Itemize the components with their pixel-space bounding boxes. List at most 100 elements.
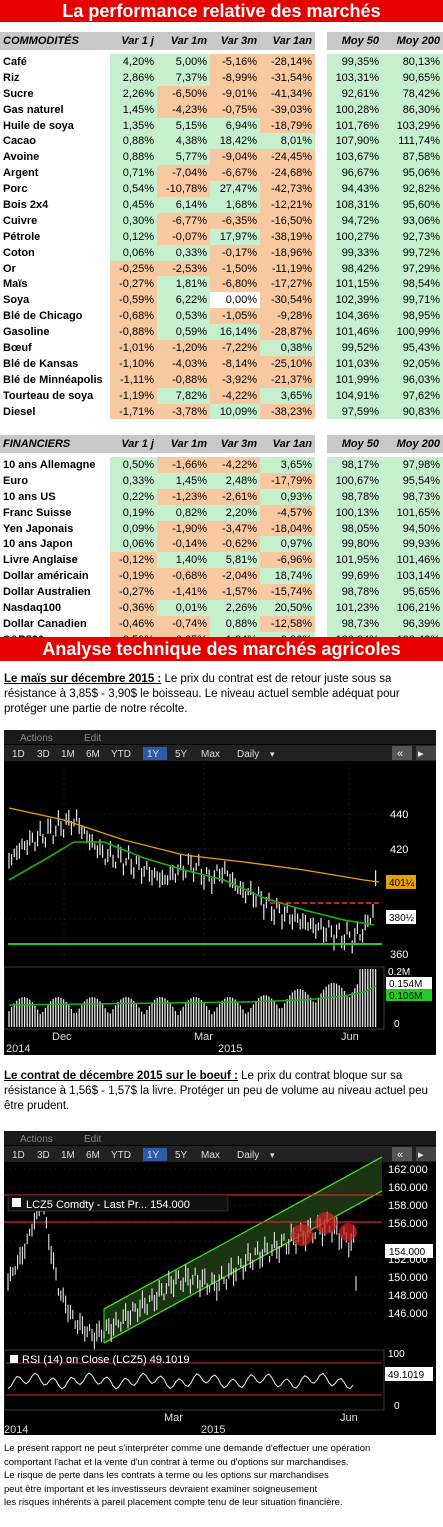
table-cell: -0,17%: [210, 244, 260, 261]
row-label: Avoine: [3, 151, 40, 164]
table-cell: -4,03%: [157, 355, 210, 372]
table-cell: -15,74%: [260, 584, 315, 601]
table-cell: 106,21%: [382, 600, 443, 616]
rsi-legend: RSI (14) on Close (LCZ5) 49.1019: [22, 1354, 190, 1366]
range-button[interactable]: Max: [201, 1150, 220, 1161]
disclaimer-line: comportant l'achat et la vente d'un cont…: [4, 1456, 349, 1468]
table-cell: -0,88%: [157, 371, 210, 388]
table-cell: -17,27%: [260, 276, 315, 293]
table-cell: 0,53%: [157, 308, 210, 325]
cattle-chart[interactable]: Actions Edit 1D 3D 1M 6M YTD 1Y 5Y Max Daily ▾ …: [4, 1131, 436, 1435]
collapse-icon[interactable]: «: [397, 1149, 403, 1161]
y-tick: 158.000: [388, 1200, 428, 1212]
table-row: Soya -0,59% 6,22% 0,00% -30,54% 102,39% 99,71%: [0, 292, 443, 309]
range-button[interactable]: YTD: [111, 1150, 131, 1161]
table-cell: -6,35%: [210, 212, 260, 229]
actions-menu[interactable]: Actions: [20, 733, 53, 744]
table-cell: 101,46%: [327, 324, 382, 341]
interval-select[interactable]: Daily: [237, 749, 259, 760]
edit-menu[interactable]: Edit: [84, 733, 101, 744]
range-button[interactable]: 5Y: [175, 749, 188, 760]
table-cell: 0,45%: [110, 197, 157, 213]
table-cell: 87,58%: [382, 149, 443, 166]
table-cell: 0,33%: [157, 244, 210, 261]
table-cell: -1,01%: [110, 340, 157, 356]
range-button[interactable]: 3D: [37, 749, 50, 760]
y-tick: 440: [390, 809, 408, 821]
chevron-down-icon[interactable]: ▾: [270, 749, 275, 759]
table-cell: 0,33%: [110, 472, 157, 489]
table-cell: -3,92%: [210, 371, 260, 388]
column-header: Var 3m: [210, 435, 260, 453]
table-cell: 4,38%: [157, 133, 210, 150]
next-icon[interactable]: ▸: [418, 748, 424, 760]
range-button[interactable]: 1M: [61, 1150, 75, 1161]
table-cell: 5,81%: [210, 552, 260, 569]
svg-text:Dec: Dec: [52, 1031, 72, 1043]
row-label: Dollar américain: [3, 570, 89, 583]
table-cell: 20,50%: [260, 600, 315, 616]
table-cell: 1,68%: [210, 197, 260, 213]
range-button[interactable]: 1M: [61, 749, 75, 760]
table-row: Argent 0,71% -7,04% -6,67% -24,68% 96,67% 95,0…: [0, 165, 443, 182]
row-label: Sucre: [3, 87, 34, 100]
interval-select[interactable]: Daily: [237, 1150, 259, 1161]
table-cell: 6,14%: [157, 197, 210, 213]
price-label-last: 380½: [386, 910, 416, 924]
table-cell: 2,26%: [210, 600, 260, 616]
table-cell: 99,80%: [327, 536, 382, 553]
table-cell: 5,15%: [157, 117, 210, 134]
table-cell: -1,71%: [110, 403, 157, 420]
table-cell: 18,74%: [260, 568, 315, 585]
row-label: Livre Anglaise: [3, 554, 78, 567]
row-label: Maïs: [3, 278, 28, 291]
next-icon[interactable]: ▸: [418, 1149, 424, 1161]
edit-menu[interactable]: Edit: [84, 1134, 101, 1145]
table-cell: -21,37%: [260, 371, 315, 388]
actions-menu[interactable]: Actions: [20, 1134, 53, 1145]
table-cell: 96,03%: [382, 371, 443, 388]
table-cell: 94,43%: [327, 181, 382, 198]
table-row: Tourteau de soya -1,19% 7,82% -4,22% 3,65% 10…: [0, 387, 443, 404]
table-cell: 5,77%: [157, 149, 210, 166]
table-cell: 1,35%: [110, 117, 157, 134]
row-label: Bœuf: [3, 341, 32, 354]
table-row: Franc Suisse 0,19% 0,82% 2,20% -4,57% 100,13%…: [0, 504, 443, 521]
column-header: COMMODITÉS: [0, 32, 110, 50]
table-row: Blé de Minnéapolis -1,11% -0,88% -3,92% -21,…: [0, 371, 443, 388]
range-button[interactable]: 1Y: [147, 749, 160, 760]
table-cell: 0,01%: [157, 600, 210, 616]
collapse-icon[interactable]: «: [397, 748, 403, 760]
corn-chart[interactable]: Actions Edit 1D 3D 1M 6M YTD 1Y 5Y Max Daily ▾ …: [4, 730, 436, 1055]
table-cell: -1,90%: [157, 520, 210, 537]
range-button[interactable]: 6M: [86, 749, 100, 760]
range-button[interactable]: 1Y: [147, 1150, 160, 1161]
range-button[interactable]: 5Y: [175, 1150, 188, 1161]
table-row: Riz 2,86% 7,37% -8,99% -31,54% 103,31% 90,65%: [0, 69, 443, 86]
range-button[interactable]: Max: [201, 749, 220, 760]
range-button[interactable]: 6M: [86, 1150, 100, 1161]
svg-text:0.106M: 0.106M: [389, 991, 422, 1002]
range-button[interactable]: 1D: [12, 1150, 25, 1161]
table-row: Yen Japonais 0,09% -1,90% -3,47% -18,04% 98,0…: [0, 520, 443, 537]
table-cell: 0,12%: [110, 228, 157, 245]
table-cell: -0,59%: [110, 292, 157, 309]
table-cell: 96,39%: [382, 615, 443, 632]
table-cell: 98,73%: [382, 488, 443, 505]
table-cell: -0,27%: [110, 276, 157, 293]
column-header: Var 1m: [157, 32, 210, 50]
table-cell: -31,54%: [260, 69, 315, 86]
y-tick: 360: [390, 949, 408, 961]
table-cell: -3,78%: [157, 403, 210, 420]
row-label: 10 ans Japon: [3, 538, 73, 551]
table-cell: -25,10%: [260, 355, 315, 372]
range-button[interactable]: 1D: [12, 749, 25, 760]
table-cell: 104,91%: [327, 387, 382, 404]
chevron-down-icon[interactable]: ▾: [270, 1150, 275, 1160]
range-button[interactable]: 3D: [37, 1150, 50, 1161]
range-button[interactable]: YTD: [111, 749, 131, 760]
table-cell: 97,29%: [382, 260, 443, 277]
table-cell: 98,42%: [327, 260, 382, 277]
table-cell: -1,57%: [210, 584, 260, 601]
volume-label: 0.154M 0.106M: [386, 977, 432, 1002]
